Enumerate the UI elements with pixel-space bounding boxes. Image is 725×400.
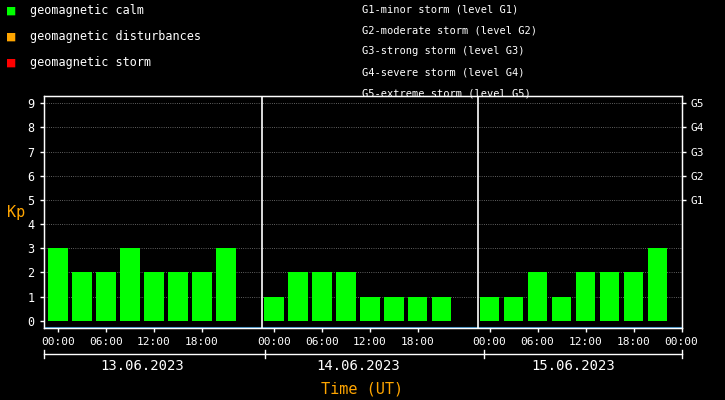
- Text: G3-strong storm (level G3): G3-strong storm (level G3): [362, 46, 525, 56]
- Text: ■: ■: [7, 56, 16, 70]
- Text: 14.06.2023: 14.06.2023: [316, 360, 399, 374]
- Bar: [384, 296, 404, 321]
- Bar: [336, 272, 355, 321]
- Text: ■: ■: [7, 30, 16, 44]
- Bar: [480, 296, 500, 321]
- Text: G2-moderate storm (level G2): G2-moderate storm (level G2): [362, 25, 537, 35]
- Bar: [624, 272, 643, 321]
- Bar: [360, 296, 379, 321]
- Bar: [576, 272, 595, 321]
- Bar: [504, 296, 523, 321]
- Text: geomagnetic calm: geomagnetic calm: [30, 4, 144, 17]
- Bar: [552, 296, 571, 321]
- Bar: [144, 272, 164, 321]
- Bar: [408, 296, 428, 321]
- Text: geomagnetic disturbances: geomagnetic disturbances: [30, 30, 202, 43]
- Bar: [72, 272, 91, 321]
- Text: ■: ■: [7, 4, 16, 18]
- Bar: [528, 272, 547, 321]
- Bar: [312, 272, 331, 321]
- Bar: [168, 272, 188, 321]
- Bar: [264, 296, 283, 321]
- Bar: [647, 248, 667, 321]
- Bar: [120, 248, 140, 321]
- Bar: [432, 296, 452, 321]
- Text: 15.06.2023: 15.06.2023: [531, 360, 616, 374]
- Y-axis label: Kp: Kp: [7, 204, 25, 220]
- Text: 13.06.2023: 13.06.2023: [100, 360, 183, 374]
- Bar: [48, 248, 67, 321]
- Bar: [600, 272, 619, 321]
- Bar: [216, 248, 236, 321]
- Bar: [192, 272, 212, 321]
- Text: G1-minor storm (level G1): G1-minor storm (level G1): [362, 4, 519, 14]
- Text: geomagnetic storm: geomagnetic storm: [30, 56, 152, 69]
- Text: G4-severe storm (level G4): G4-severe storm (level G4): [362, 68, 525, 78]
- Text: Time (UT): Time (UT): [321, 381, 404, 396]
- Text: G5-extreme storm (level G5): G5-extreme storm (level G5): [362, 89, 531, 99]
- Bar: [96, 272, 116, 321]
- Bar: [288, 272, 307, 321]
